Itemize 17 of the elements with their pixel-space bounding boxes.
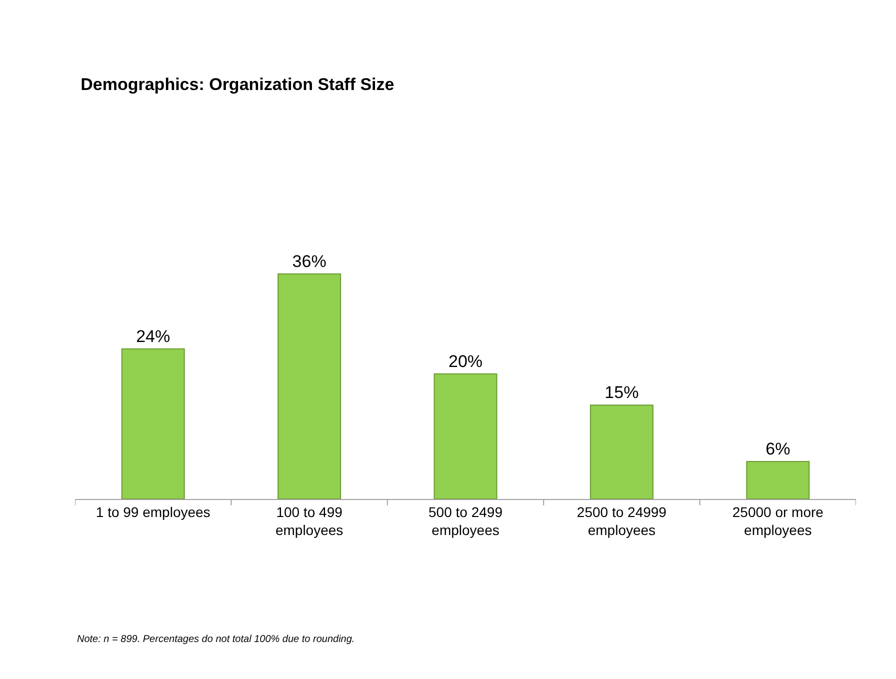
bar: [590, 404, 654, 499]
bar: [278, 273, 342, 499]
x-tick-label: 1 to 99 employees: [96, 504, 210, 520]
chart-title: Demographics: Organization Staff Size: [80, 74, 394, 94]
data-label: 15%: [604, 383, 639, 402]
data-label: 20%: [448, 352, 483, 371]
data-label: 36%: [292, 252, 326, 271]
x-tick-label: 2500 to 24999 employees: [576, 504, 667, 538]
bar: [121, 348, 185, 499]
x-tick-label: 100 to 499 employees: [275, 504, 344, 538]
bar: [746, 460, 810, 499]
x-tick-label: 25000 or more employees: [732, 504, 824, 538]
bar: [434, 373, 498, 499]
data-label: 6%: [766, 439, 790, 458]
x-tick-label: 500 to 2499 employees: [428, 504, 503, 538]
text: Note: n = 899. Percentages do not total 100% due to rounding.: [77, 634, 355, 645]
data-label: 24%: [136, 326, 170, 346]
